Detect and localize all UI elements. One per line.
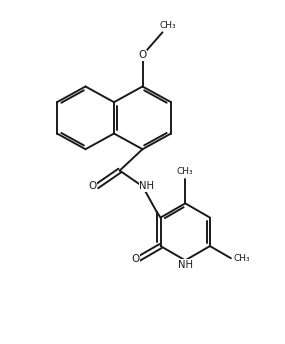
Text: CH₃: CH₃ — [160, 21, 176, 30]
Text: O: O — [131, 254, 140, 264]
Text: NH: NH — [139, 181, 154, 191]
Text: CH₃: CH₃ — [177, 167, 194, 176]
Text: CH₃: CH₃ — [234, 254, 251, 263]
Text: NH: NH — [178, 260, 193, 270]
Text: O: O — [139, 50, 146, 60]
Text: O: O — [89, 181, 97, 191]
